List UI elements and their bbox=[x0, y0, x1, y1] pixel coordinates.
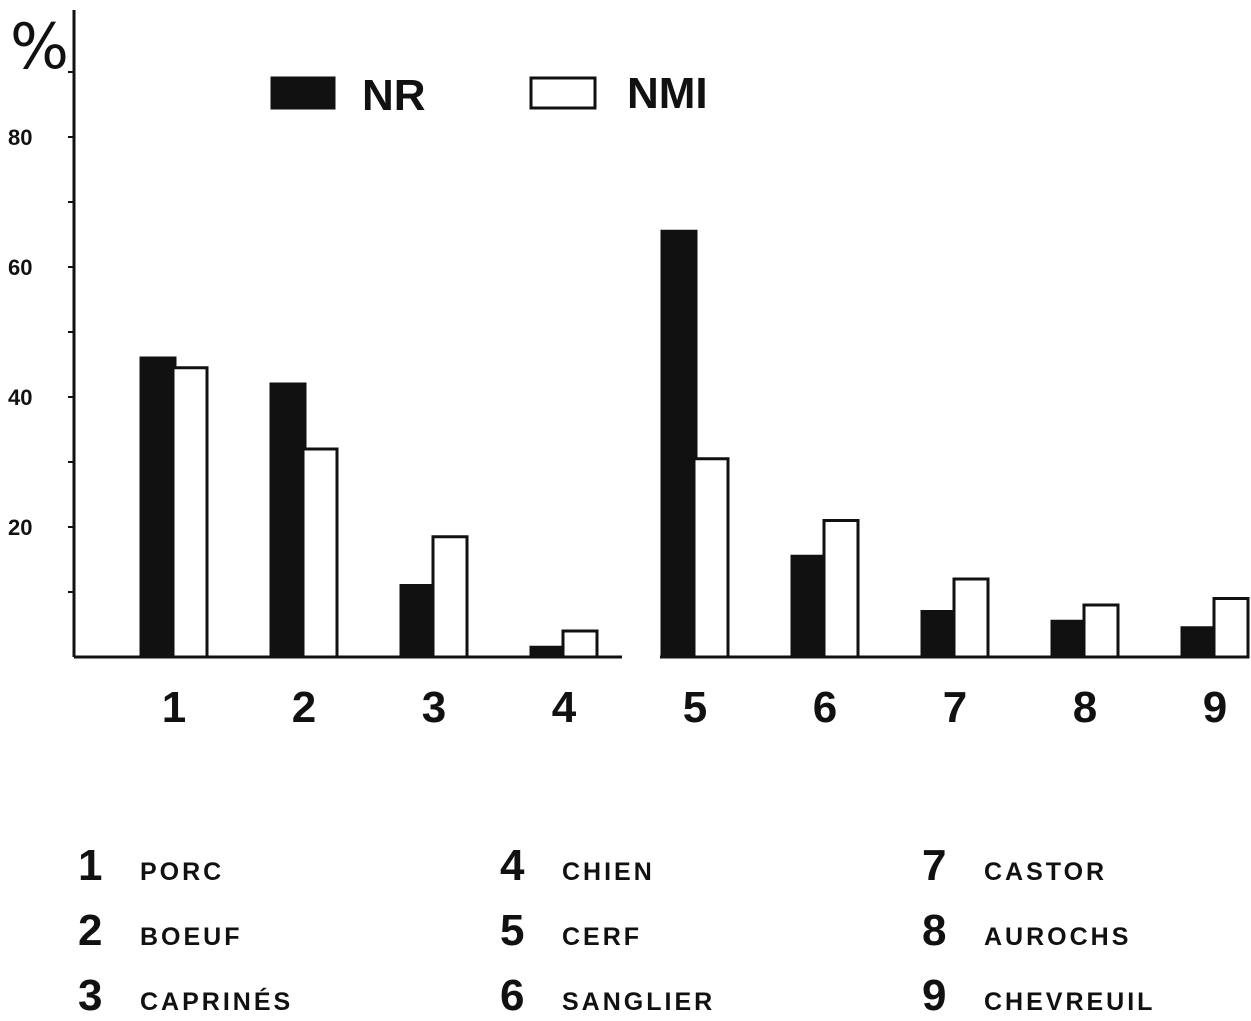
bar-nr-3 bbox=[399, 584, 437, 659]
bar-nr-6 bbox=[790, 554, 828, 659]
bar-nr-4 bbox=[529, 645, 567, 659]
bar-nmi-6 bbox=[822, 519, 860, 659]
bar-nmi-9 bbox=[1212, 597, 1250, 659]
bar-nmi-2 bbox=[301, 447, 339, 659]
x-tick-label: 9 bbox=[1203, 683, 1227, 732]
bar-nmi-4 bbox=[561, 629, 599, 659]
y-ticks: 20 40 60 80 bbox=[8, 71, 74, 593]
x-tick-label: 7 bbox=[943, 683, 967, 732]
bar-nr-7 bbox=[920, 610, 958, 659]
y-axis-label: % bbox=[10, 10, 69, 83]
x-tick-label: 3 bbox=[422, 683, 446, 732]
bars bbox=[139, 229, 1250, 659]
category-labels: 1 2 3 4 5 6 7 8 9 bbox=[162, 683, 1227, 732]
bar-nmi-5 bbox=[692, 457, 730, 659]
y-tick-label: 80 bbox=[8, 125, 32, 150]
bar-nr-8 bbox=[1050, 619, 1088, 659]
legend-swatch-nr bbox=[270, 76, 336, 110]
bar-nr-5 bbox=[660, 229, 698, 659]
legend-swatch-nmi bbox=[529, 76, 597, 110]
x-tick-label: 2 bbox=[292, 683, 316, 732]
bar-nr-2 bbox=[269, 382, 307, 659]
x-tick-label: 6 bbox=[813, 683, 837, 732]
bar-nmi-7 bbox=[952, 577, 990, 659]
x-tick-label: 1 bbox=[162, 683, 186, 732]
legend: NR NMI bbox=[270, 69, 708, 120]
legend-label-nmi: NMI bbox=[627, 69, 708, 118]
y-tick-label: 20 bbox=[8, 515, 32, 540]
x-tick-label: 4 bbox=[552, 683, 577, 732]
bar-nmi-1 bbox=[171, 366, 209, 659]
legend-label-nr: NR bbox=[362, 71, 426, 120]
bar-nr-1 bbox=[139, 356, 177, 659]
y-tick-label: 60 bbox=[8, 255, 32, 280]
y-tick-label: 40 bbox=[8, 385, 32, 410]
x-tick-label: 5 bbox=[683, 683, 707, 732]
bar-nr-9 bbox=[1180, 626, 1218, 659]
x-tick-label: 8 bbox=[1073, 683, 1097, 732]
bar-nmi-3 bbox=[431, 535, 469, 659]
bar-nmi-8 bbox=[1082, 603, 1120, 659]
